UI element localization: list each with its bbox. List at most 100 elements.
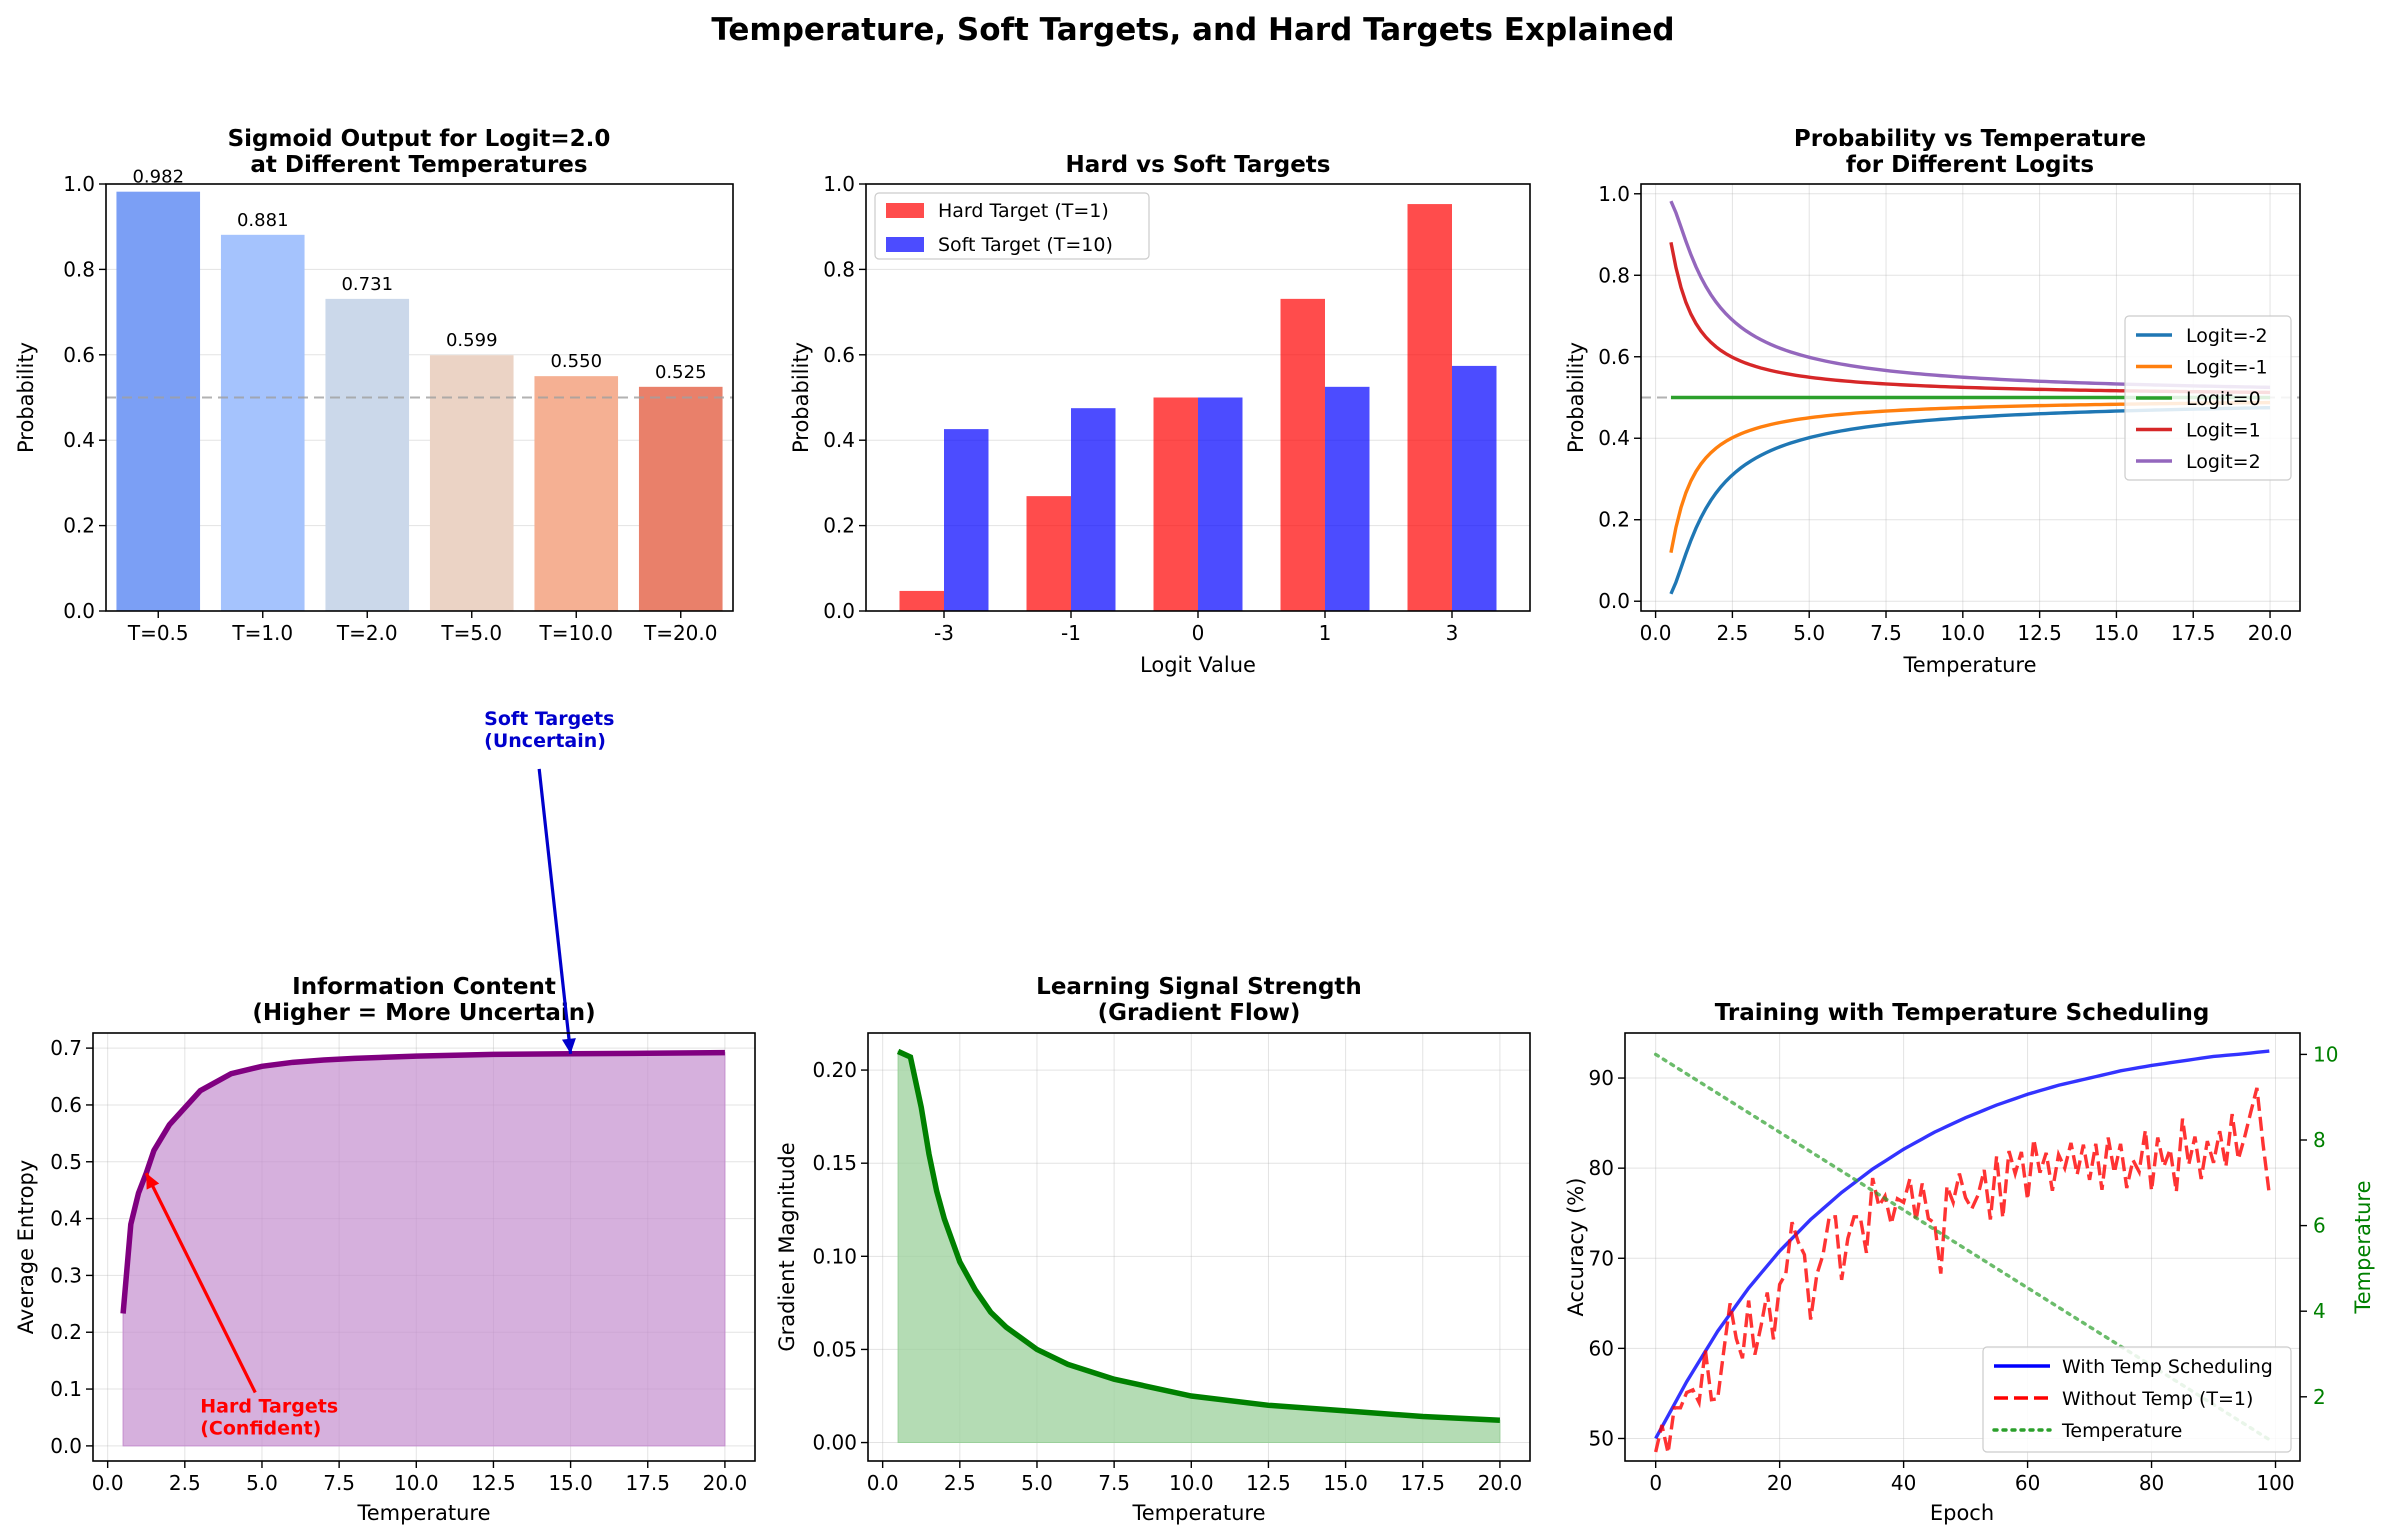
annotation-arrowhead <box>561 1038 576 1054</box>
legend-swatch <box>886 203 924 218</box>
x-tick-label: 60 <box>2015 1471 2040 1495</box>
x-tick-label: 0.0 <box>1640 621 1672 645</box>
y-tick-label: 0.5 <box>50 1150 82 1174</box>
bar <box>944 429 989 611</box>
x-tick-label: 80 <box>2139 1471 2164 1495</box>
x-tick-label: 12.5 <box>471 1471 516 1495</box>
y-tick-label: 0.0 <box>1598 589 1630 613</box>
x-axis-label: Logit Value <box>1140 653 1256 677</box>
x-tick-label: 0.0 <box>867 1471 899 1495</box>
x-tick-label: 12.5 <box>2017 621 2062 645</box>
x-tick-label: 20.0 <box>703 1471 748 1495</box>
x-tick-label: 17.5 <box>2171 621 2216 645</box>
legend-swatch <box>886 237 924 252</box>
y-tick-label: 0.4 <box>823 428 855 452</box>
y-tick-label: 0.8 <box>63 257 95 281</box>
chart-title: for Different Logits <box>1846 152 2094 178</box>
bar-value-label: 0.881 <box>237 210 289 231</box>
chart-title: Learning Signal Strength <box>1036 974 1362 1000</box>
x-tick-label: 15.0 <box>548 1471 593 1495</box>
x-tick-label: 1 <box>1319 621 1332 645</box>
y-tick-label: 0.6 <box>63 343 95 367</box>
x-tick-label: 2.5 <box>1716 621 1748 645</box>
plot-frame <box>867 1032 1531 1462</box>
bar-value-label: 0.982 <box>132 167 184 188</box>
x-tick-label: 100 <box>2256 1471 2294 1495</box>
y-tick-label: 0.00 <box>812 1431 857 1455</box>
plot-frame <box>92 1032 756 1462</box>
bar <box>1071 408 1116 611</box>
y-axis-label: Probability <box>14 342 38 453</box>
legend-label: Logit=-2 <box>2186 325 2268 347</box>
x-tick-label: 40 <box>1891 1471 1916 1495</box>
plot-frame <box>1624 1032 2301 1462</box>
legend-label: With Temp Scheduling <box>2062 1356 2273 1378</box>
chart-title: Sigmoid Output for Logit=2.0 <box>228 126 611 152</box>
legend-label: Logit=2 <box>2186 451 2261 473</box>
figure-suptitle: Temperature, Soft Targets, and Hard Targ… <box>711 12 1674 48</box>
y-axis-label: Gradient Magnitude <box>775 1142 799 1351</box>
y-axis-label: Average Entropy <box>14 1160 38 1335</box>
y-tick-label: 60 <box>1589 1336 1614 1360</box>
x-tick-label: 10.0 <box>1941 621 1986 645</box>
bar <box>1325 386 1370 611</box>
bar-value-label: 0.599 <box>446 330 498 351</box>
y-tick-label: 0.4 <box>50 1207 82 1231</box>
bar <box>1452 365 1497 611</box>
x-axis-label: Epoch <box>1930 1501 1994 1525</box>
y-tick-label: 0.4 <box>63 428 95 452</box>
area-fill <box>897 1050 1501 1444</box>
bar-value-label: 0.525 <box>655 362 707 383</box>
chart-title: Probability vs Temperature <box>1794 126 2146 152</box>
x-tick-label: 17.5 <box>1400 1471 1445 1495</box>
y-tick-label: 0.2 <box>1598 508 1630 532</box>
chart-title: Hard vs Soft Targets <box>1066 152 1331 178</box>
chart-learning-signal: Learning Signal Strength(Gradient Flow) 0… <box>775 974 1531 1525</box>
x-tick-label: 0 <box>1649 1471 1662 1495</box>
x-axis-label: Temperature <box>1131 1501 1265 1525</box>
y-tick-label: 1.0 <box>1598 182 1630 206</box>
legend-label: Soft Target (T=10) <box>938 234 1113 256</box>
x-tick-label: T=10.0 <box>538 621 613 645</box>
series-line <box>1654 1049 2270 1440</box>
bar <box>534 376 619 611</box>
x-tick-label: T=1.0 <box>231 621 293 645</box>
bar <box>220 234 305 612</box>
chart-title: Training with Temperature Scheduling <box>1715 1000 2210 1026</box>
x-tick-label: T=5.0 <box>440 621 502 645</box>
x-tick-label: 0 <box>1192 621 1205 645</box>
bar <box>899 590 944 611</box>
bar <box>1407 204 1452 611</box>
y-tick-label: 0.6 <box>1598 345 1630 369</box>
y-tick-label: 0.20 <box>812 1058 857 1082</box>
legend-box <box>2124 315 2292 481</box>
x-tick-label: T=0.5 <box>127 621 189 645</box>
x-tick-label: 5.0 <box>1793 621 1825 645</box>
chart-title: at Different Temperatures <box>250 152 587 178</box>
legend-box <box>874 192 1150 260</box>
bar-value-label: 0.550 <box>550 351 602 372</box>
bar <box>1198 397 1243 611</box>
y-tick-label: 0.0 <box>63 599 95 623</box>
series-line <box>896 1048 1501 1423</box>
legend-label: Without Temp (T=1) <box>2062 1388 2253 1410</box>
annotation-arrow <box>537 768 573 1054</box>
x-tick-label: T=2.0 <box>336 621 398 645</box>
y-tick-label: 0.0 <box>50 1434 82 1458</box>
bar-value-label: 0.731 <box>341 274 393 295</box>
y-tick-label: 0.6 <box>823 343 855 367</box>
annotation-text: Soft Targets <box>484 708 614 730</box>
x-tick-label: 15.0 <box>1323 1471 1368 1495</box>
chart-title: (Gradient Flow) <box>1098 1000 1301 1026</box>
x-axis-label: Temperature <box>356 1501 490 1525</box>
y-tick-label: 80 <box>1589 1156 1614 1180</box>
y-axis-label-right: Temperature <box>2351 1180 2375 1314</box>
x-tick-label: 0.0 <box>92 1471 124 1495</box>
y-tick-label: 0.3 <box>50 1263 82 1287</box>
x-tick-label: 7.5 <box>1098 1471 1130 1495</box>
y-tick-label: 90 <box>1589 1066 1614 1090</box>
legend-label: Logit=1 <box>2186 420 2261 442</box>
x-tick-label: 10.0 <box>394 1471 439 1495</box>
y-tick-label: 0.4 <box>1598 426 1630 450</box>
